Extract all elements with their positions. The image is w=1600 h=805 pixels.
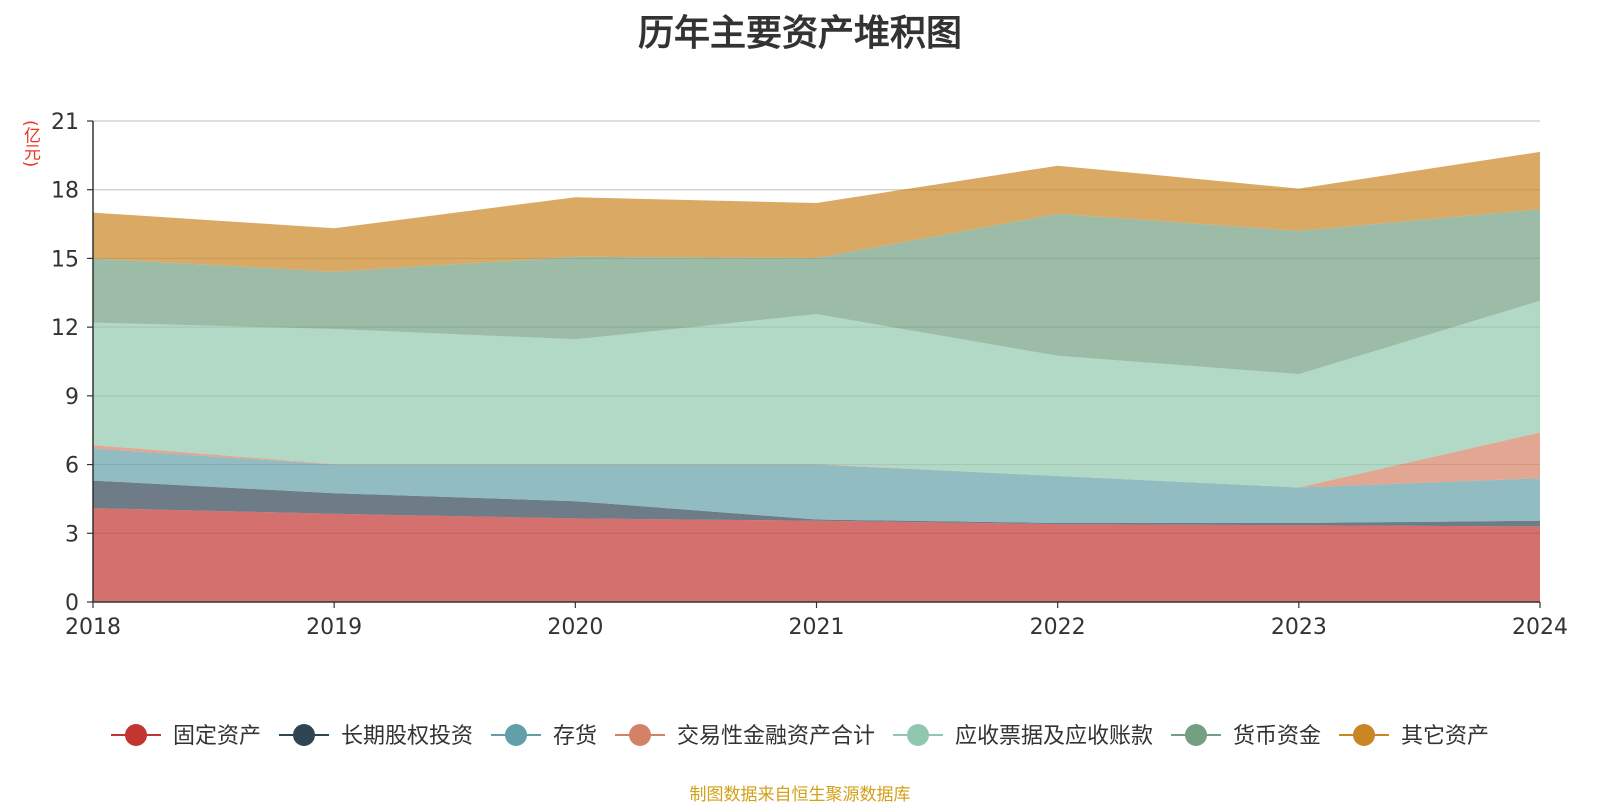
legend-item-7: 其它资产 xyxy=(1339,724,1489,749)
data-source-note: 制图数据来自恒生聚源数据库 xyxy=(689,785,911,805)
x-tick-label: 2022 xyxy=(1030,615,1086,640)
legend-marker xyxy=(1185,724,1207,746)
legend-marker xyxy=(293,724,315,746)
area-series-4 xyxy=(93,432,1540,488)
legend-marker xyxy=(125,724,147,746)
area-series-6 xyxy=(93,209,1540,375)
x-tick-label: 2020 xyxy=(547,615,603,640)
legend-label: 其它资产 xyxy=(1401,724,1489,749)
legend-item-4: 交易性金融资产合计 xyxy=(615,724,875,749)
area-series-2 xyxy=(93,480,1540,527)
y-tick-label: 0 xyxy=(65,591,79,616)
y-tick-label: 3 xyxy=(65,522,79,547)
legend-marker xyxy=(505,724,527,746)
area-series-5 xyxy=(93,300,1540,488)
legend-label: 应收票据及应收账款 xyxy=(955,724,1153,749)
legend: 固定资产 长期股权投资 存货 交易性金融资产合计 应收票据及应收账款 货币资金 其它资产 xyxy=(111,724,1489,749)
legend-item-5: 应收票据及应收账款 xyxy=(893,724,1153,749)
legend-label: 长期股权投资 xyxy=(341,724,473,749)
legend-label: 货币资金 xyxy=(1233,724,1321,749)
y-tick-label: 15 xyxy=(51,247,79,272)
x-tick-label: 2024 xyxy=(1512,615,1568,640)
x-tick-label: 2021 xyxy=(789,615,845,640)
chart-title: 历年主要资产堆积图 xyxy=(637,13,962,54)
x-tick-label: 2019 xyxy=(306,615,362,640)
y-axis-unit-label: (亿元) xyxy=(20,120,40,168)
legend-item-3: 存货 xyxy=(491,724,597,749)
area-series xyxy=(93,151,1540,602)
legend-marker xyxy=(907,724,929,746)
legend-marker xyxy=(629,724,651,746)
legend-label: 固定资产 xyxy=(173,724,261,749)
x-tick-label: 2018 xyxy=(65,615,121,640)
x-tick-label: 2023 xyxy=(1271,615,1327,640)
y-tick-label: 12 xyxy=(51,316,79,341)
legend-item-1: 固定资产 xyxy=(111,724,261,749)
legend-label: 存货 xyxy=(553,724,597,749)
legend-marker xyxy=(1353,724,1375,746)
y-tick-label: 21 xyxy=(51,110,79,135)
area-series-7 xyxy=(93,151,1540,272)
y-tick-label: 18 xyxy=(51,179,79,204)
axes: 0 3 6 9 12 15 18 21 2018 2019 2020 2021 2022 2023 2024 xyxy=(51,110,1568,640)
legend-label: 交易性金融资产合计 xyxy=(677,724,875,749)
area-series-1 xyxy=(93,508,1540,602)
stacked-area-chart: 0 3 6 9 12 15 18 21 2018 2019 2020 2021 2022 2023 2024… xyxy=(51,110,1568,749)
area-series-3 xyxy=(93,448,1540,523)
legend-item-2: 长期股权投资 xyxy=(279,724,473,749)
y-tick-label: 6 xyxy=(65,454,79,479)
y-tick-label: 9 xyxy=(65,385,79,410)
legend-item-6: 货币资金 xyxy=(1171,724,1321,749)
